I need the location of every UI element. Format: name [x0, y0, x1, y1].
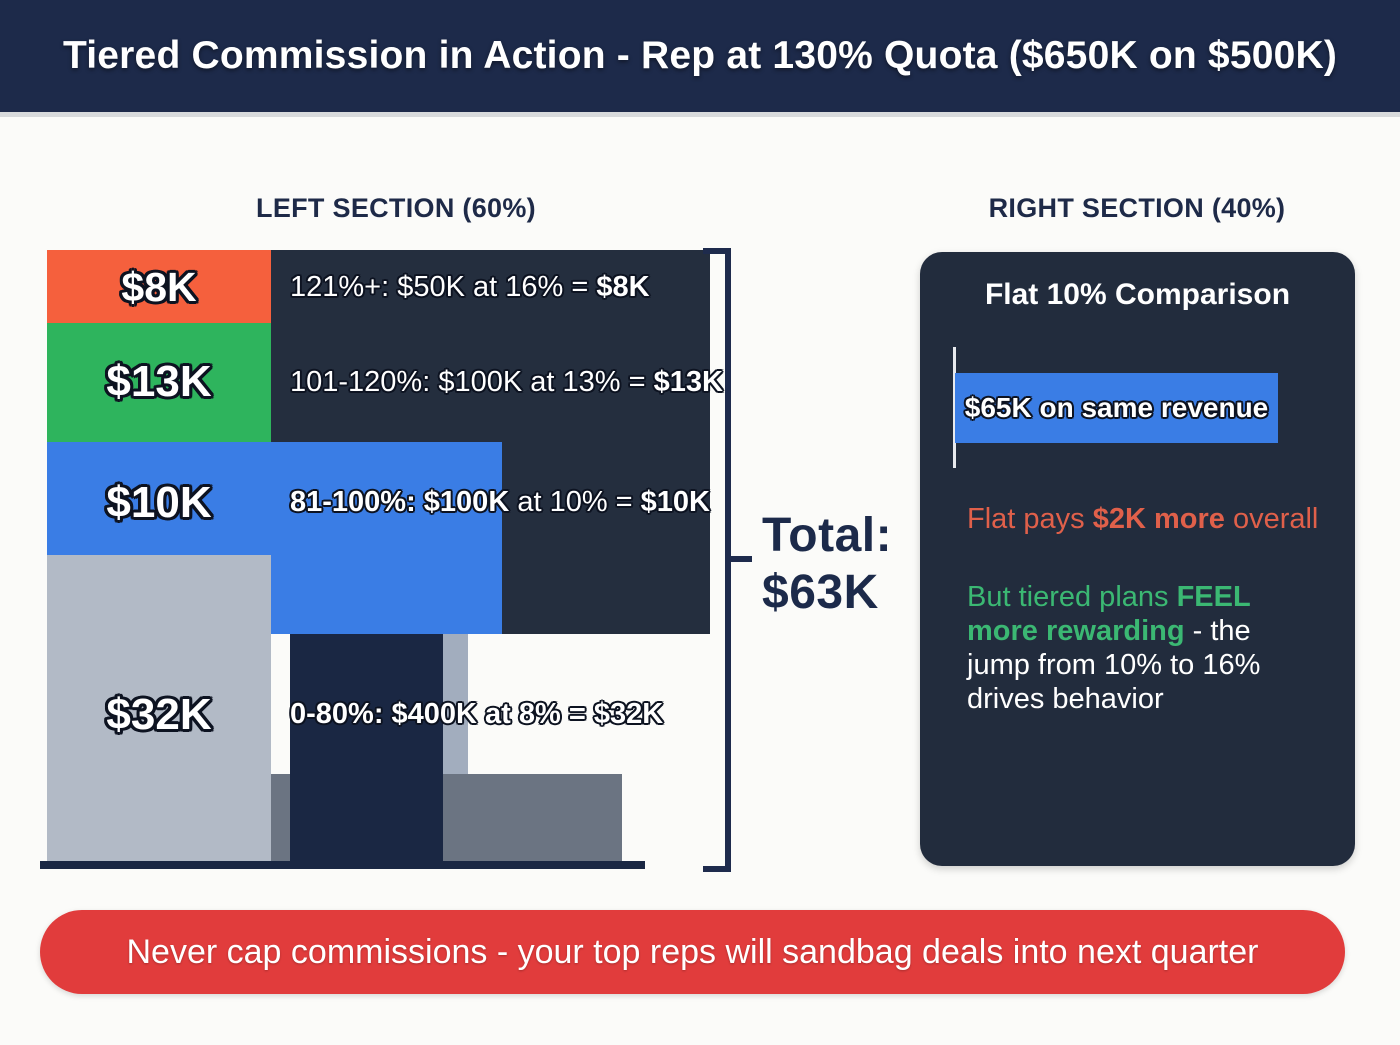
total-bracket-line [725, 248, 731, 872]
axis-line [953, 347, 956, 468]
tier-text-81-100: 81-100%: $100K at 10% = $10K [290, 486, 710, 519]
bar-value-10k: $10K [106, 478, 212, 527]
tier-text-101-120: 101-120%: $100K at 13% = $13K [290, 366, 723, 399]
right-section-label: RIGHT SECTION (40%) [988, 193, 1286, 223]
warning-banner-text: Never cap commissions - your top reps wi… [126, 933, 1259, 971]
total-label: Total: $63K [762, 507, 892, 621]
total-bracket-tick [731, 556, 752, 562]
tier-text-81-100-lead: 81-100%: $100K [290, 486, 510, 518]
tier-text-121plus-prefix: 121%+: $50K at 16% = [290, 271, 597, 303]
tier-text-0-80: 0-80%: $400K at 8% = $32K [290, 698, 663, 731]
tier-text-0-80-prefix: 0-80%: $400K at 8% = [290, 698, 594, 730]
tier-text-81-100-mid: at 10% = [509, 486, 641, 518]
total-bracket-bottom-hook [703, 866, 731, 872]
tier-text-121plus-result: $8K [596, 271, 650, 303]
header-divider [0, 112, 1400, 117]
tiered-feel-note: But tiered plans FEEL more rewarding - t… [967, 580, 1319, 716]
total-value: $63K [762, 566, 879, 619]
flat-note-bold: $2K more [1092, 503, 1225, 535]
note-green-bold: FEEL more rewarding [967, 581, 1251, 647]
left-section-label: LEFT SECTION (60%) [256, 193, 536, 223]
bar-tier-121plus [47, 250, 271, 323]
total-bracket-top-hook [703, 248, 731, 254]
tier-text-0-80-result: $32K [593, 698, 664, 730]
tier-text-101-120-prefix: 101-120%: $100K at 13% = [290, 366, 654, 398]
flat-commission-bar: $65K on same revenue [955, 373, 1278, 443]
bar-value-8k: $8K [121, 264, 197, 310]
warning-banner: Never cap commissions - your top reps wi… [40, 910, 1345, 994]
flat-note-post: overall [1224, 503, 1319, 535]
note-green-regular: But tiered plans [967, 581, 1177, 613]
chart-baseline [40, 861, 645, 869]
header-bar: Tiered Commission in Action - Rep at 130… [0, 0, 1400, 112]
tier-text-81-100-result: $10K [640, 486, 710, 518]
bar-tier-101-120 [47, 323, 271, 442]
tier-text-101-120-result: $13K [653, 366, 723, 398]
background-navy-bar [290, 634, 443, 863]
flat-comparison-card: Flat 10% Comparison $65K on same revenue… [920, 252, 1355, 866]
note-white: - the jump from 10% to 16% drives behavi… [967, 615, 1261, 715]
page-title: Tiered Commission in Action - Rep at 130… [62, 34, 1338, 77]
tier-text-121plus: 121%+: $50K at 16% = $8K [290, 271, 650, 304]
flat-pays-more-note: Flat pays $2K more overall [967, 503, 1318, 536]
total-word: Total: [762, 509, 893, 562]
bar-value-32k: $32K [106, 690, 212, 739]
background-strip [443, 634, 468, 774]
bar-value-13k: $13K [106, 357, 212, 406]
bar-tier-0-80 [47, 555, 271, 863]
card-title: Flat 10% Comparison [984, 278, 1291, 311]
flat-note-pre: Flat pays [967, 503, 1093, 535]
flat-bar-label: $65K on same revenue [964, 392, 1269, 423]
